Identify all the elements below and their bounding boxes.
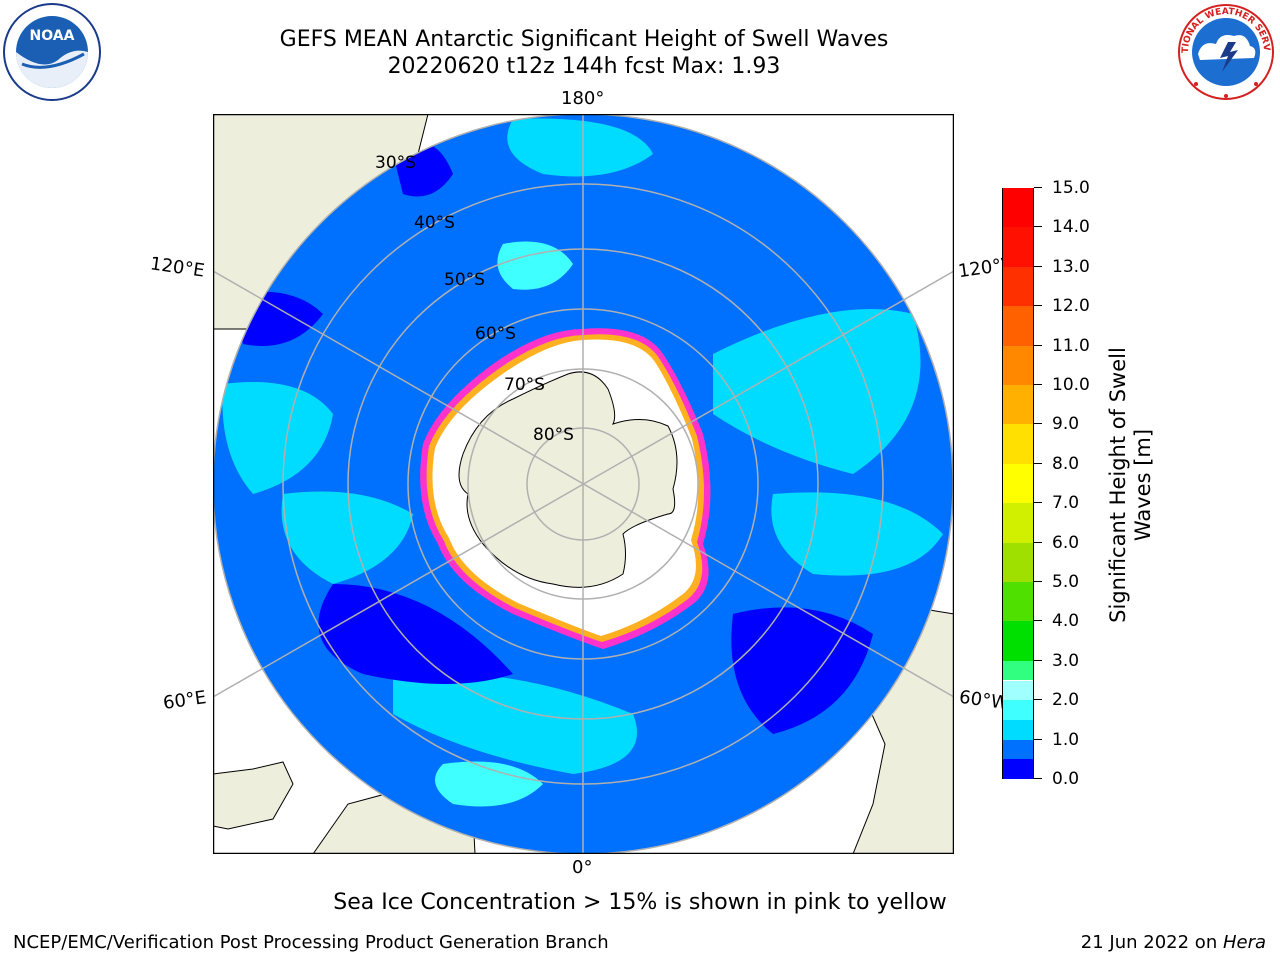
colorbar-tick-label: 8.0 [1052,453,1080,474]
colorbar [1002,188,1034,779]
noaa-logo-text: NOAA [30,28,75,44]
swell-patch-south [393,672,637,774]
colorbar-tick [1034,778,1042,779]
swell-patch-north [507,118,653,177]
colorbar-tick-label: 15.0 [1052,178,1090,198]
lon-label-120e: 120°E [148,253,206,282]
colorbar-tick [1034,738,1042,740]
lat-label-70s: 70°S [504,375,545,395]
colorbar-tick-label: 6.0 [1052,532,1080,553]
lat-label-80s: 80°S [533,425,574,445]
caption: Sea Ice Concentration > 15% is shown in … [333,890,947,915]
madagascar-land [213,761,294,830]
colorbar-tick [1034,462,1042,464]
colorbar-tick-label: 3.0 [1052,650,1080,671]
meridian-60e-120w [213,270,954,698]
swell-patch-east [713,309,921,474]
swell-patch-southwest [281,491,413,584]
footer-credit: NCEP/EMC/Verification Post Processing Pr… [13,932,609,953]
map-subtitle: 20220620 t12z 144h fcst Max: 1.93 [387,54,781,79]
colorbar-tick-label: 4.0 [1052,611,1080,632]
polar-map [213,114,954,854]
colorbar-tick [1034,226,1042,228]
colorbar-tick [1034,699,1042,701]
colorbar-tick-label: 10.0 [1052,375,1090,395]
colorbar-tick [1034,305,1042,307]
lat-label-40s: 40°S [414,213,455,233]
colorbar-segment [1003,759,1033,779]
antarctica-land [458,371,678,588]
colorbar-segment [1003,542,1033,582]
colorbar-tick [1034,581,1042,582]
colorbar-segment [1003,700,1033,720]
colorbar-tick-label: 1.0 [1052,729,1080,750]
lat-label-50s: 50°S [444,270,485,290]
colorbar-tick [1034,659,1042,661]
colorbar-segment [1003,227,1033,267]
colorbar-segment [1003,385,1033,425]
footer-host: Hera [1222,932,1266,953]
colorbar-segment [1003,266,1033,307]
colorbar-title: Significant Height of Swell Waves [m] [1106,347,1155,623]
swell-patch-calm-southeast [731,607,873,734]
lat-label-30s: 30°S [375,153,416,173]
colorbar-tick-label: 5.0 [1052,572,1080,592]
colorbar-tick [1034,187,1042,188]
noaa-logo: NOAA [3,3,101,101]
lon-label-180: 180° [561,88,605,109]
colorbar-segment [1003,503,1033,543]
footer-date: 21 Jun 2022 on Hera [1081,932,1266,953]
colorbar-tick-label: 9.0 [1052,414,1080,435]
colorbar-segment [1003,660,1033,681]
nws-logo: NATIONAL WEATHER SERVICE [1175,2,1274,100]
colorbar-tick-label: 12.0 [1052,296,1090,317]
footer-date-text: 21 Jun 2022 on [1080,932,1223,953]
swell-patch-southeast [771,492,943,576]
colorbar-tick [1034,423,1042,425]
map-panel [213,114,954,854]
colorbar-tick-label: 2.0 [1052,690,1080,711]
colorbar-segment [1003,463,1033,504]
colorbar-tick-label: 7.0 [1052,493,1080,514]
colorbar-segment [1003,621,1033,661]
colorbar-tick [1034,344,1042,346]
colorbar-segment [1003,424,1033,464]
colorbar-tick [1034,384,1042,385]
swell-patch-light-1 [497,241,573,290]
colorbar-tick [1034,502,1042,504]
colorbar-tick [1034,265,1042,267]
colorbar-tick [1034,541,1042,543]
lon-label-0: 0° [572,857,593,878]
colorbar-tick-label: 0.0 [1052,769,1080,789]
colorbar-tick-label: 13.0 [1052,256,1090,277]
colorbar-segment [1003,739,1033,760]
swell-patch-light-2 [435,761,543,807]
colorbar-segment [1003,188,1033,228]
colorbar-tick-label: 14.0 [1052,217,1090,238]
colorbar-segment [1003,306,1033,346]
map-border [213,114,954,854]
colorbar-segment [1003,345,1033,385]
swell-patch-west [222,382,333,494]
colorbar-segment [1003,582,1033,622]
lat-label-60s: 60°S [475,324,516,344]
colorbar-tick [1034,620,1042,622]
lon-label-60e: 60°E [161,687,208,714]
colorbar-segment [1003,719,1033,740]
map-title: GEFS MEAN Antarctic Significant Height o… [279,27,889,52]
colorbar-tick-label: 11.0 [1052,335,1090,356]
colorbar-segment [1003,680,1033,701]
